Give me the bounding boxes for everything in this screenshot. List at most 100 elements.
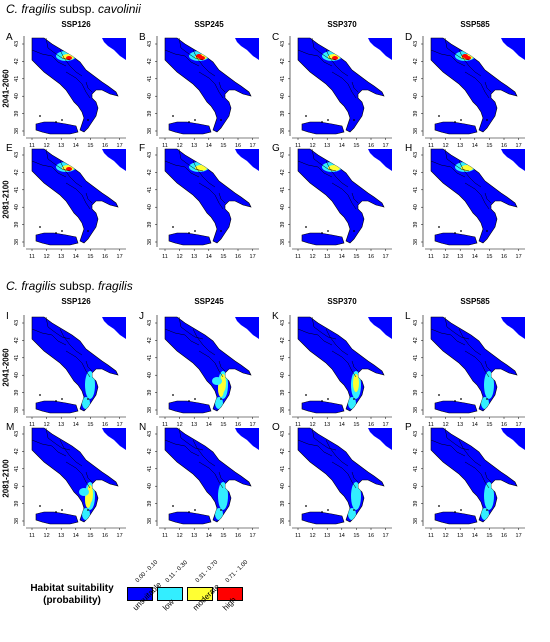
x-tick-label: 13 [457,422,463,428]
map-panel-f: 11 12 13 14 15 16 17 43 42 41 40 39 38 [147,145,261,261]
suitability-patch [218,381,224,397]
row-label: 2041-2060 [1,69,11,108]
x-tick-label: 16 [102,533,108,539]
map-svg: 11 12 13 14 15 16 17 43 42 41 40 39 38 [147,147,259,260]
sicily-landmass [35,232,79,246]
region-border [192,439,216,467]
x-tick-label: 11 [428,254,434,260]
island-dot [327,398,329,400]
y-tick-label: 40 [147,204,153,210]
island-dot [460,398,462,400]
y-tick-label: 38 [147,518,153,524]
panel-letter-d: D [405,32,413,43]
island-dot [353,119,355,121]
y-tick-label: 43 [413,320,419,326]
suitability-patch [196,54,202,58]
x-tick-label: 12 [44,143,50,149]
column-header-ssp126: SSP126 [61,20,91,29]
y-tick-label: 41 [14,466,20,472]
y-tick-label: 41 [280,466,286,472]
y-tick-label: 41 [280,355,286,361]
row-label: 2081-2100 [1,180,11,219]
island-dot [39,226,41,228]
x-tick-label: 11 [162,254,168,260]
region-border [351,81,359,93]
x-tick-label: 13 [324,533,330,539]
x-tick-label: 15 [87,422,93,428]
y-tick-label: 41 [413,466,419,472]
map-svg: 11 12 13 14 15 16 17 43 42 41 40 39 38 [413,426,525,539]
island-dot [305,226,307,228]
sicily-landmass [301,511,345,525]
x-tick-label: 13 [58,254,64,260]
island-dot [327,230,329,232]
balkan-coast [235,149,259,171]
island-dot [321,400,323,402]
island-dot [188,511,190,513]
legend-swatch-low [157,587,183,601]
x-tick-label: 13 [457,143,463,149]
legend-range-label: 0.71 - 1.00 [224,559,250,584]
map-panel-d: 11 12 13 14 15 16 17 43 42 41 40 39 38 [413,34,527,150]
x-tick-label: 15 [486,143,492,149]
y-tick-label: 41 [413,355,419,361]
y-tick-label: 38 [413,128,419,134]
map-panel-o: 11 12 13 14 15 16 17 43 42 41 40 39 38 [280,424,394,540]
region-border [351,471,359,483]
x-tick-label: 15 [353,422,359,428]
region-border [297,328,333,346]
panel-letter-c: C [272,32,280,43]
balkan-coast [102,317,126,339]
y-tick-label: 43 [14,431,20,437]
map-svg: 11 12 13 14 15 16 17 43 42 41 40 39 38 [14,315,126,428]
suitability-patch [79,488,89,496]
region-border [31,49,67,67]
y-tick-label: 42 [14,58,20,64]
y-tick-label: 42 [413,58,419,64]
x-tick-label: 15 [353,143,359,149]
island-dot [172,505,174,507]
x-tick-label: 17 [383,143,389,149]
x-tick-label: 13 [58,143,64,149]
y-tick-label: 41 [280,187,286,193]
sicily-landmass [168,232,212,246]
y-tick-label: 42 [14,169,20,175]
y-tick-label: 43 [147,431,153,437]
x-tick-label: 17 [516,254,522,260]
x-tick-label: 12 [443,143,449,149]
island-dot [39,115,41,117]
balkan-coast [235,428,259,450]
region-border [430,328,466,346]
suitability-patch [353,374,359,392]
region-border [65,182,91,210]
italy-landmass [31,148,119,244]
region-border [297,49,333,67]
map-svg: 11 12 13 14 15 16 17 43 42 41 40 39 38 [14,426,126,539]
region-border [351,360,359,372]
region-border [325,160,349,188]
y-tick-label: 39 [280,501,286,507]
region-border [331,461,357,489]
suitability-patch [85,492,91,508]
region-border [484,471,492,483]
x-tick-label: 17 [117,143,123,149]
legend-title: Habitat suitability (probability) [30,583,114,606]
panel-letter-h: H [405,143,413,154]
y-tick-label: 38 [413,407,419,413]
y-tick-label: 38 [14,239,20,245]
x-tick-label: 13 [191,254,197,260]
region-border [192,160,216,188]
x-tick-label: 16 [102,422,108,428]
y-tick-label: 43 [280,41,286,47]
y-tick-label: 38 [147,407,153,413]
legend-swatch-moderate [187,587,213,601]
region-border [218,81,226,93]
balkan-coast [102,428,126,450]
x-tick-label: 12 [443,533,449,539]
x-tick-label: 17 [383,533,389,539]
island-dot [55,121,57,123]
y-tick-label: 39 [147,222,153,228]
map-panel-e: 11 12 13 14 15 16 17 43 42 41 40 39 38 [14,145,128,261]
x-tick-label: 14 [73,422,79,428]
y-tick-label: 38 [14,128,20,134]
